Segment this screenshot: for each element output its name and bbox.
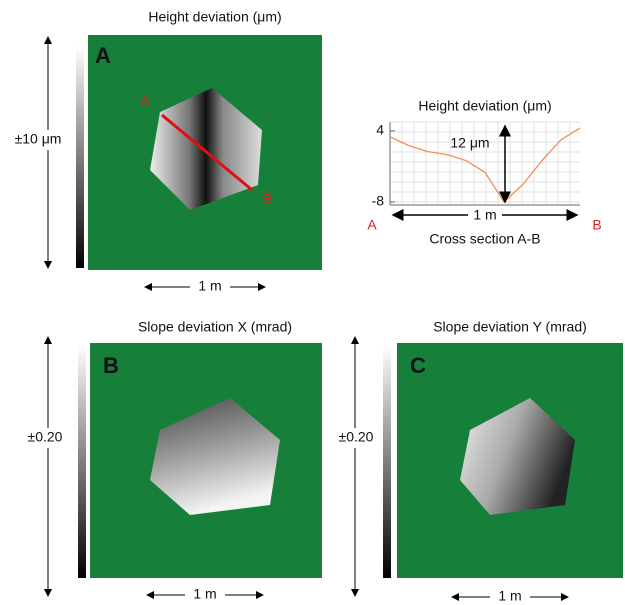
annotation: 1 m — [473, 207, 496, 223]
scale-label: ±0.20 — [339, 429, 374, 445]
chart-title: Height deviation (μm) — [418, 98, 551, 114]
point-label: B — [263, 191, 272, 207]
figure: Height deviation (μm) ±10 μm A A B 1 m S… — [0, 0, 625, 605]
panel-title: Slope deviation X (mrad) — [138, 319, 292, 335]
y-tick-label: -8 — [372, 193, 385, 209]
panel-title: Height deviation (μm) — [148, 9, 281, 25]
color-scale — [76, 45, 84, 268]
panel-letter: B — [103, 353, 119, 378]
point-label: A — [140, 93, 150, 109]
length-label: 1 m — [498, 588, 521, 604]
length-label: 1 m — [193, 586, 216, 602]
color-scale — [78, 345, 86, 578]
cross-section-chart: Height deviation (μm) 12 μm A B Cross se… — [367, 98, 601, 247]
scale-label: ±0.20 — [28, 429, 63, 445]
annotation: Cross section A-B — [429, 231, 540, 247]
y-tick-label: 4 — [376, 122, 384, 138]
scale-label: ±10 μm — [15, 131, 62, 147]
color-scale — [383, 345, 391, 578]
annotation: 12 μm — [450, 135, 489, 151]
panel-letter: C — [410, 353, 426, 378]
annotation: A — [367, 217, 377, 233]
annotation: B — [592, 217, 601, 233]
panel-title: Slope deviation Y (mrad) — [433, 319, 587, 335]
length-label: 1 m — [198, 278, 221, 294]
panel-letter: A — [95, 43, 111, 68]
